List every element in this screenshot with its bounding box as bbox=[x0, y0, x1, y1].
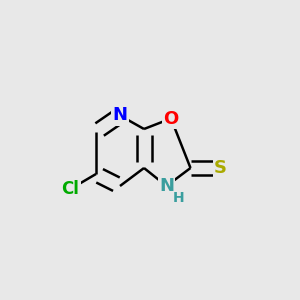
Text: N: N bbox=[112, 106, 128, 124]
Text: H: H bbox=[173, 191, 184, 205]
Text: O: O bbox=[164, 110, 178, 128]
Text: S: S bbox=[214, 159, 227, 177]
Text: N: N bbox=[159, 177, 174, 195]
Text: Cl: Cl bbox=[61, 180, 80, 198]
